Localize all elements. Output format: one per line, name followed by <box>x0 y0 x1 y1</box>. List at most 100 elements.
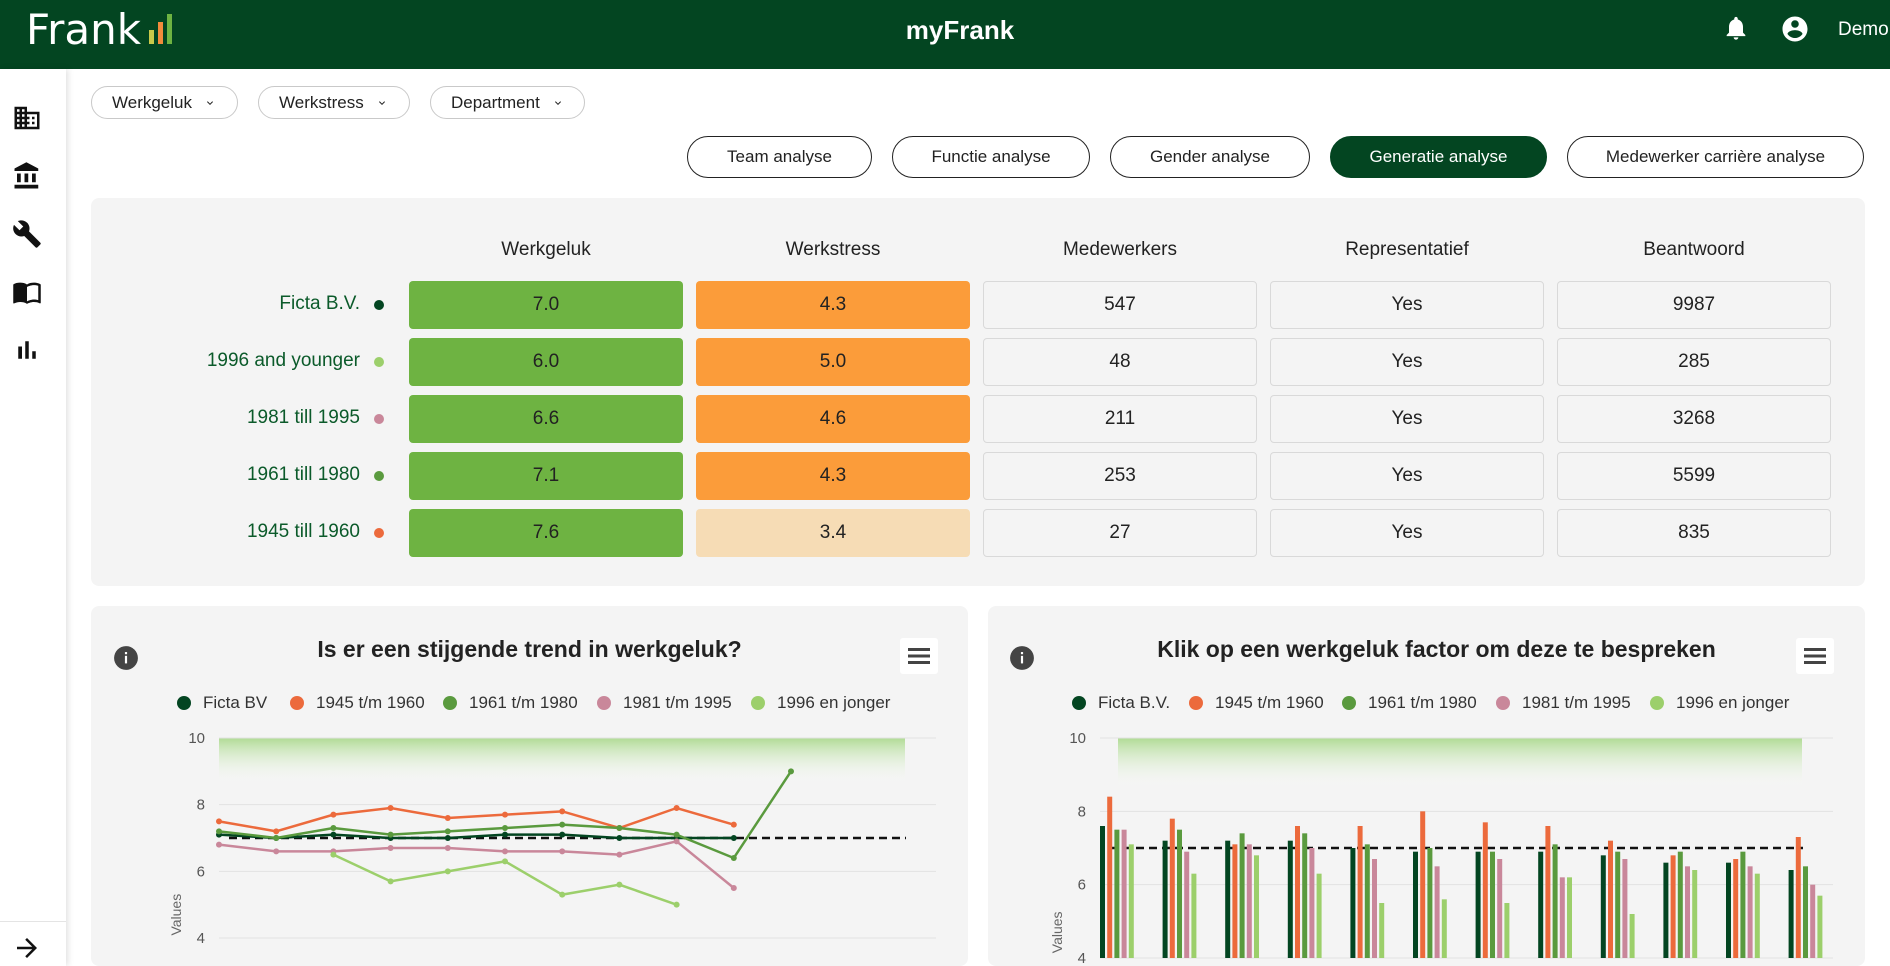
bar[interactable] <box>1309 848 1315 958</box>
legend-item[interactable]: 1981 t/m 1995 <box>1496 693 1631 713</box>
data-point[interactable] <box>559 891 566 898</box>
bar[interactable] <box>1670 855 1676 958</box>
data-point[interactable] <box>730 821 737 828</box>
info-icon[interactable] <box>1009 645 1035 671</box>
bar[interactable] <box>1413 851 1418 958</box>
tab-team-analyse[interactable]: Team analyse <box>687 136 872 178</box>
data-point[interactable] <box>559 831 566 838</box>
series-line[interactable] <box>218 806 735 833</box>
row-label[interactable]: 1945 till 1960 <box>246 521 360 542</box>
bar[interactable] <box>1225 840 1231 958</box>
data-point[interactable] <box>330 851 337 858</box>
bar-chart-icon[interactable] <box>12 335 42 365</box>
data-point[interactable] <box>387 878 394 885</box>
bar[interactable] <box>1615 851 1621 958</box>
row-label[interactable]: Ficta B.V. <box>279 293 360 314</box>
data-point[interactable] <box>387 805 394 811</box>
filter-department[interactable]: Department <box>430 86 585 119</box>
filter-werkgeluk[interactable]: Werkgeluk <box>91 86 238 119</box>
data-point[interactable] <box>444 845 451 851</box>
data-point[interactable] <box>502 858 508 865</box>
bar[interactable] <box>1490 851 1495 958</box>
bar[interactable] <box>1733 859 1739 958</box>
bar[interactable] <box>1663 862 1669 958</box>
user-name[interactable]: Demo <box>1838 19 1889 40</box>
bar[interactable] <box>1246 844 1252 958</box>
data-point[interactable] <box>444 828 451 835</box>
tab-functie-analyse[interactable]: Functie analyse <box>892 136 1090 178</box>
bar[interactable] <box>1177 829 1182 958</box>
filter-werkstress[interactable]: Werkstress <box>258 86 410 119</box>
bar[interactable] <box>1559 877 1565 958</box>
bar[interactable] <box>1545 826 1551 958</box>
data-point[interactable] <box>788 768 794 775</box>
info-icon[interactable] <box>113 645 139 671</box>
data-point[interactable] <box>502 831 508 838</box>
data-point[interactable] <box>444 868 451 875</box>
row-label[interactable]: 1961 till 1980 <box>246 464 360 485</box>
bar[interactable] <box>1128 844 1134 958</box>
bar[interactable] <box>1379 903 1385 958</box>
bar[interactable] <box>1692 870 1698 958</box>
data-point[interactable] <box>559 808 566 815</box>
legend-item[interactable]: 1996 en jonger <box>751 693 890 713</box>
bar[interactable] <box>1254 855 1259 958</box>
data-point[interactable] <box>330 825 337 831</box>
bar[interactable] <box>1287 840 1293 958</box>
bar[interactable] <box>1740 851 1746 958</box>
bar[interactable] <box>1629 914 1635 958</box>
data-point[interactable] <box>273 835 280 841</box>
legend-item[interactable]: 1996 en jonger <box>1650 693 1789 713</box>
data-point[interactable] <box>559 821 566 828</box>
data-point[interactable] <box>387 831 394 838</box>
bar[interactable] <box>1497 859 1503 958</box>
data-point[interactable] <box>616 881 623 888</box>
chart-menu-button[interactable] <box>1796 638 1834 674</box>
legend-item[interactable]: 1961 t/m 1980 <box>443 693 578 713</box>
data-point[interactable] <box>673 838 680 845</box>
legend-item[interactable]: Ficta BV <box>177 693 267 713</box>
bar[interactable] <box>1677 851 1683 958</box>
bar[interactable] <box>1121 829 1127 958</box>
data-point[interactable] <box>216 818 222 825</box>
chart-menu-button[interactable] <box>900 638 938 674</box>
bar[interactable] <box>1295 826 1300 958</box>
bar[interactable] <box>1434 866 1440 958</box>
tab-generatie-analyse[interactable]: Generatie analyse <box>1330 136 1547 178</box>
data-point[interactable] <box>444 835 451 841</box>
data-point[interactable] <box>616 851 623 858</box>
bar[interactable] <box>1482 822 1488 958</box>
legend-item[interactable]: Ficta B.V. <box>1072 693 1170 713</box>
bar[interactable] <box>1184 851 1190 958</box>
bar[interactable] <box>1239 833 1245 958</box>
expand-arrow-icon[interactable] <box>12 933 42 963</box>
bar[interactable] <box>1622 859 1628 958</box>
legend-item[interactable]: 1981 t/m 1995 <box>597 693 732 713</box>
data-point[interactable] <box>730 855 737 861</box>
bar[interactable] <box>1364 844 1370 958</box>
bar[interactable] <box>1114 829 1120 958</box>
bar[interactable] <box>1162 840 1168 958</box>
bank-icon[interactable] <box>12 161 42 191</box>
data-point[interactable] <box>673 901 680 908</box>
bar[interactable] <box>1754 873 1760 958</box>
bar[interactable] <box>1600 855 1606 958</box>
wrench-icon[interactable] <box>12 219 42 249</box>
bar[interactable] <box>1350 848 1356 958</box>
bar[interactable] <box>1420 811 1426 958</box>
tab-gender-analyse[interactable]: Gender analyse <box>1110 136 1310 178</box>
data-point[interactable] <box>730 835 737 841</box>
frank-logo[interactable]: Frank <box>26 6 173 54</box>
bar[interactable] <box>1107 796 1113 958</box>
bar[interactable] <box>1803 866 1808 958</box>
building-icon[interactable] <box>12 103 42 133</box>
bar[interactable] <box>1795 837 1801 958</box>
legend-item[interactable]: 1961 t/m 1980 <box>1342 693 1477 713</box>
notification-bell-icon[interactable] <box>1722 14 1750 42</box>
series-line[interactable] <box>218 839 735 889</box>
series-line[interactable] <box>218 833 734 840</box>
bar[interactable] <box>1191 873 1197 958</box>
data-point[interactable] <box>330 831 337 838</box>
data-point[interactable] <box>673 805 680 811</box>
account-icon[interactable] <box>1780 14 1810 44</box>
